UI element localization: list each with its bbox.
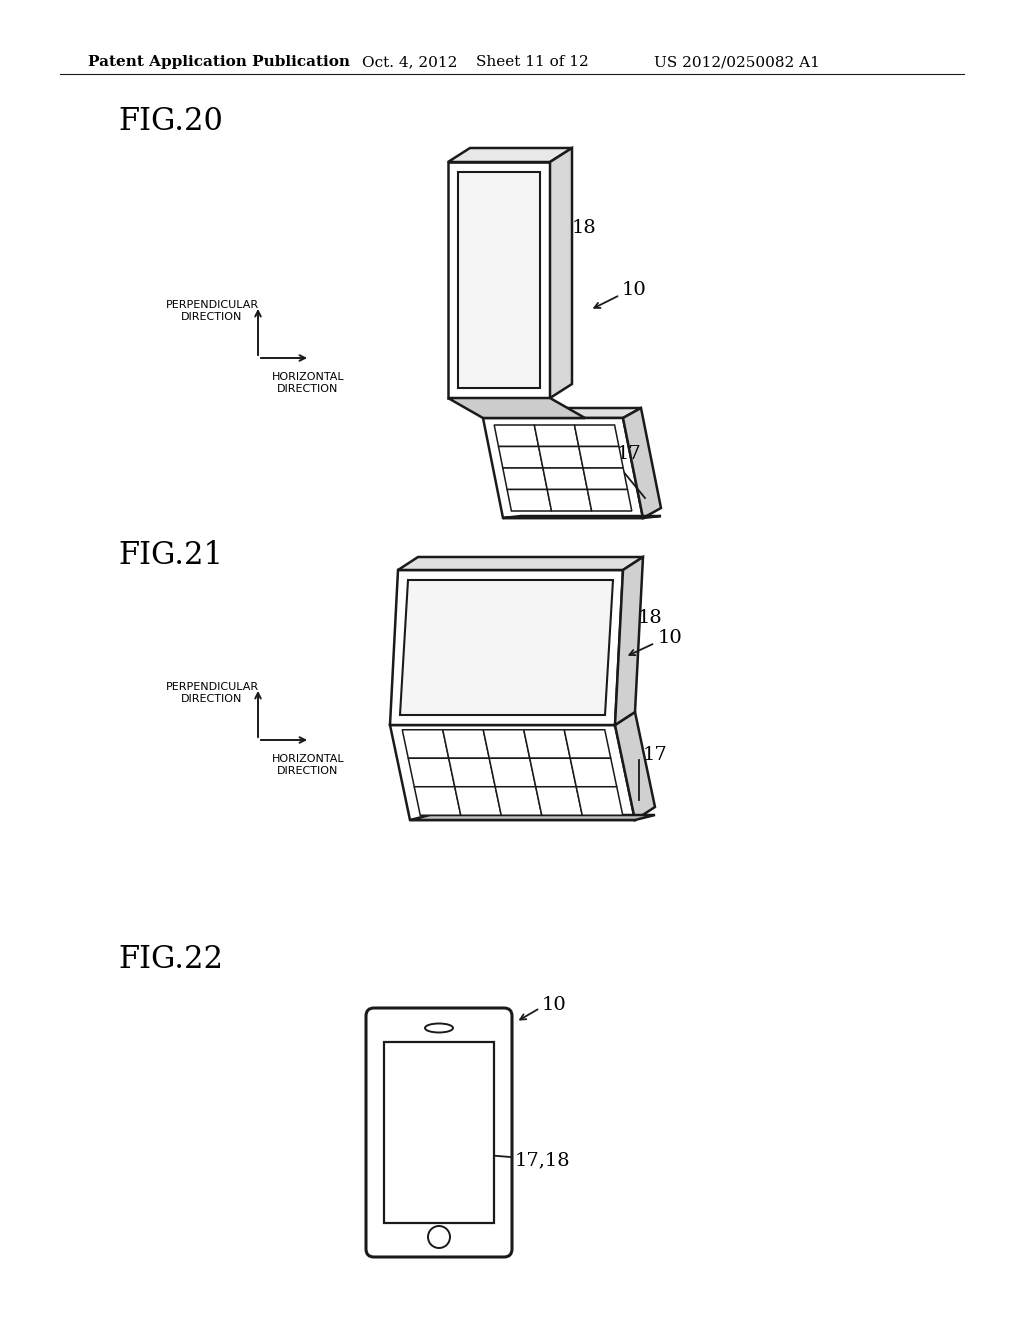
Polygon shape [458,172,540,388]
Polygon shape [583,469,628,490]
Polygon shape [535,425,579,446]
Polygon shape [499,446,543,469]
Polygon shape [495,425,539,446]
Text: 10: 10 [658,630,683,647]
Polygon shape [390,725,635,820]
Polygon shape [398,557,643,570]
Polygon shape [415,787,461,816]
Polygon shape [400,579,613,715]
FancyBboxPatch shape [366,1008,512,1257]
Text: 17,18: 17,18 [515,1151,570,1170]
Polygon shape [449,399,585,418]
Polygon shape [615,557,643,725]
Text: 17: 17 [643,746,668,764]
Text: 18: 18 [572,219,597,238]
Polygon shape [483,408,641,418]
Polygon shape [547,490,592,511]
Text: FIG.22: FIG.22 [118,945,223,975]
Polygon shape [579,446,624,469]
Text: FIG.20: FIG.20 [118,107,223,137]
Polygon shape [507,490,552,511]
Polygon shape [588,490,632,511]
Polygon shape [503,516,662,517]
Text: 18: 18 [638,609,663,627]
Ellipse shape [425,1023,453,1032]
Bar [384,1041,494,1224]
Polygon shape [496,787,542,816]
Text: HORIZONTAL
DIRECTION: HORIZONTAL DIRECTION [271,372,344,393]
Polygon shape [529,758,577,787]
Polygon shape [390,711,635,725]
Text: PERPENDICULAR
DIRECTION: PERPENDICULAR DIRECTION [166,300,259,322]
Polygon shape [449,162,550,399]
Polygon shape [523,730,570,758]
Text: HORIZONTAL
DIRECTION: HORIZONTAL DIRECTION [271,754,344,776]
Text: 10: 10 [622,281,647,300]
Polygon shape [483,418,643,517]
Circle shape [428,1226,450,1247]
Polygon shape [449,758,496,787]
Polygon shape [483,730,529,758]
Polygon shape [449,148,572,162]
Text: Patent Application Publication: Patent Application Publication [88,55,350,69]
Polygon shape [489,758,536,787]
Polygon shape [543,469,588,490]
Polygon shape [564,730,610,758]
Polygon shape [455,787,502,816]
Polygon shape [390,570,623,725]
Text: Sheet 11 of 12: Sheet 11 of 12 [476,55,589,69]
Polygon shape [570,758,616,787]
Text: Oct. 4, 2012: Oct. 4, 2012 [362,55,458,69]
Text: 10: 10 [542,997,566,1014]
Polygon shape [409,758,455,787]
Text: FIG.21: FIG.21 [118,540,223,570]
Polygon shape [623,408,662,517]
Polygon shape [410,814,655,820]
Text: PERPENDICULAR
DIRECTION: PERPENDICULAR DIRECTION [166,682,259,704]
Polygon shape [615,711,655,820]
Polygon shape [442,730,489,758]
Polygon shape [539,446,583,469]
Polygon shape [574,425,618,446]
Text: US 2012/0250082 A1: US 2012/0250082 A1 [654,55,820,69]
Polygon shape [536,787,583,816]
Polygon shape [503,469,547,490]
Polygon shape [402,730,449,758]
Polygon shape [577,787,623,816]
Text: 17: 17 [617,445,642,463]
Polygon shape [550,148,572,399]
